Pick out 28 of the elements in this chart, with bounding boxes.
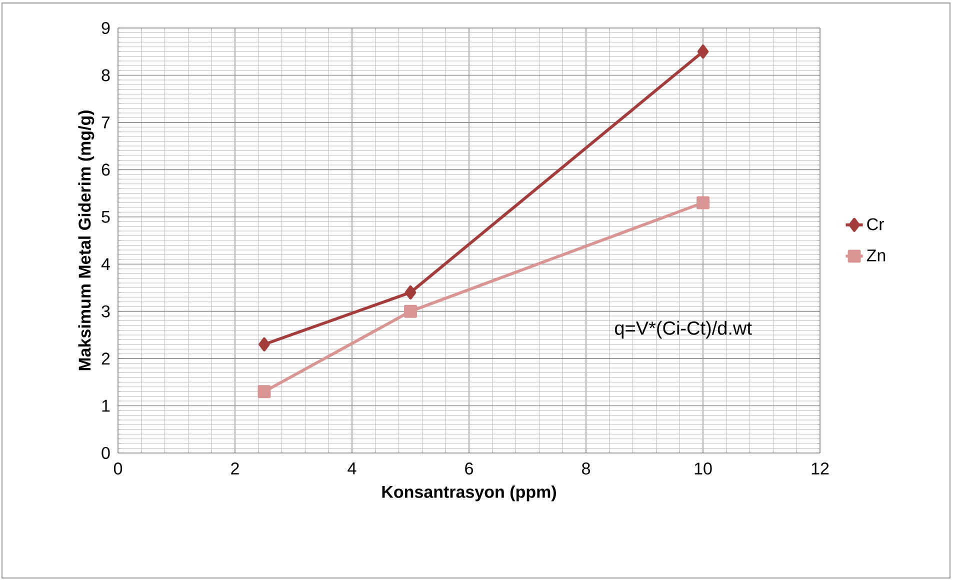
legend-label: Cr [867,218,884,230]
x-tick-label: 6 [465,462,473,475]
point [404,304,418,318]
x-tick-label: 8 [582,462,590,475]
y-axis-title: Maksimum Metal Giderim (mg/g) [78,110,94,370]
x-tick-label: 4 [348,462,356,474]
y-tick-label: 5 [102,210,110,223]
y-tick-label: 9 [102,22,110,34]
x-tick-label: 12 [812,462,829,474]
x-tick-label: 10 [694,462,712,475]
y-tick-label: 7 [102,116,110,128]
y-tick-label: 2 [102,352,110,364]
y-tick-label: 6 [102,164,110,176]
point [697,44,709,59]
y-tick-label: 8 [102,69,110,82]
point [404,285,416,300]
x-axis-title: Konsantrasyon (ppm) [382,485,556,502]
x-tick-label: 2 [231,462,239,474]
annotation: q=V*(Ci-Ct)/d.wt [615,320,752,339]
point [258,337,270,352]
y-tick-label: 3 [102,305,110,318]
legend-label: Zn [866,250,886,262]
y-tick-label: 1 [102,400,110,412]
point [258,385,271,398]
y-tick-label: 4 [101,258,110,270]
y-tick-label: 0 [102,446,110,460]
point [696,196,710,210]
x-tick-label: 0 [114,462,122,475]
